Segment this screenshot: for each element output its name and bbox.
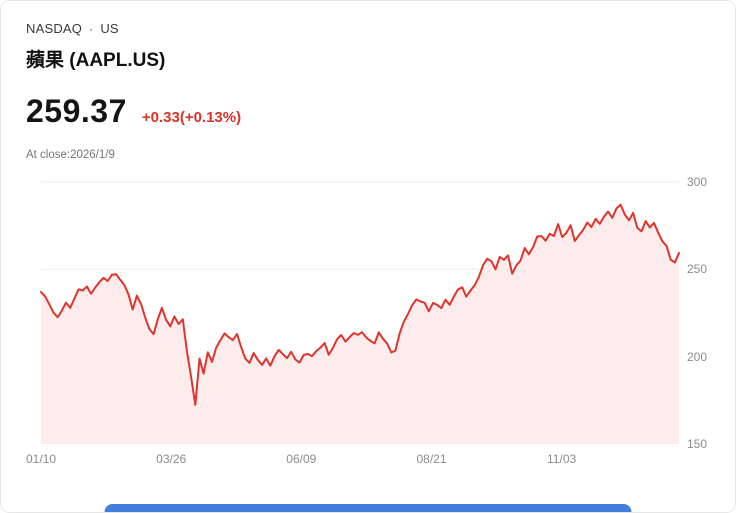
price-change: +0.33(+0.13%) <box>141 109 242 126</box>
stock-title: 蘋果 (AAPL.US) <box>26 50 166 71</box>
quote-header: NASDAQ · US 蘋果 (AAPL.US) 259.37 +0.33(+0… <box>26 21 241 161</box>
y-tick-label: 200 <box>687 349 708 364</box>
bottom-banner[interactable] <box>104 504 632 512</box>
price-chart[interactable]: 300 250 200 150 01/10 03/26 06/09 08/21 11/03 <box>26 175 707 466</box>
exchange-label: NASDAQ <box>26 21 83 36</box>
y-tick-label: 300 <box>687 175 708 189</box>
exchange-row: NASDAQ · US <box>26 21 241 36</box>
last-price: 259.37 <box>26 93 127 129</box>
x-tick-label: 06/09 <box>286 452 317 466</box>
y-tick-label: 150 <box>687 437 708 451</box>
price-chart-svg[interactable] <box>40 181 680 444</box>
separator-dot: · <box>89 21 94 36</box>
x-tick-label: 11/03 <box>547 452 577 466</box>
as-of-label: At close:2026/1/9 <box>26 149 115 161</box>
x-tick-label: 01/10 <box>25 452 57 466</box>
y-tick-label: 250 <box>687 262 708 277</box>
region-label: US <box>100 21 119 36</box>
x-tick-label: 08/21 <box>416 452 447 466</box>
price-row: 259.37 +0.33(+0.13%) <box>26 93 241 130</box>
x-tick-label: 03/26 <box>156 452 187 466</box>
